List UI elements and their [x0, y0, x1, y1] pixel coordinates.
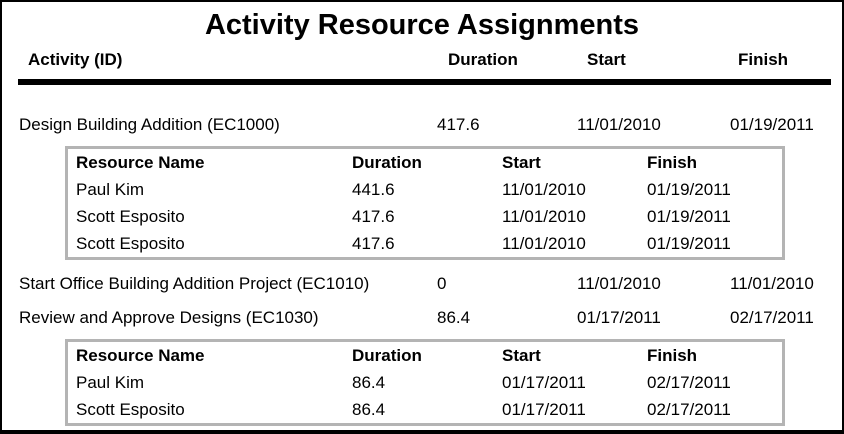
activity-block: Design Building Addition (EC1000) 417.6 … — [2, 115, 842, 260]
resource-column-header-name: Resource Name — [76, 346, 205, 365]
resource-column-header-duration: Duration — [352, 346, 422, 365]
resource-start: 11/01/2010 — [502, 180, 586, 199]
main-table-header: Activity (ID) Duration Start Finish — [2, 50, 842, 70]
resource-start: 11/01/2010 — [502, 207, 586, 226]
resource-column-header-name: Resource Name — [76, 153, 205, 172]
resource-start: 01/17/2011 — [502, 400, 586, 419]
activity-finish: 02/17/2011 — [730, 308, 814, 327]
resource-name: Scott Esposito — [76, 207, 185, 226]
activities-list: Design Building Addition (EC1000) 417.6 … — [2, 115, 842, 426]
resource-column-header-duration: Duration — [352, 153, 422, 172]
resource-finish: 02/17/2011 — [647, 373, 731, 392]
activity-name: Review and Approve Designs (EC1030) — [19, 308, 319, 327]
activity-block: Start Office Building Addition Project (… — [2, 274, 842, 294]
resource-finish: 01/19/2011 — [647, 180, 731, 199]
activity-name: Design Building Addition (EC1000) — [19, 115, 280, 134]
activity-finish: 11/01/2010 — [730, 274, 814, 293]
resource-finish: 02/17/2011 — [647, 400, 731, 419]
resource-row: Scott Esposito 417.6 11/01/2010 01/19/20… — [68, 230, 782, 257]
resource-row: Scott Esposito 417.6 11/01/2010 01/19/20… — [68, 203, 782, 230]
resource-table-header: Resource Name Duration Start Finish — [68, 342, 782, 369]
resource-name: Scott Esposito — [76, 234, 185, 253]
activity-block: Review and Approve Designs (EC1030) 86.4… — [2, 308, 842, 426]
activity-start: 11/01/2010 — [577, 274, 661, 293]
resource-row: Scott Esposito 86.4 01/17/2011 02/17/201… — [68, 396, 782, 423]
activity-row: Start Office Building Addition Project (… — [2, 274, 842, 294]
activity-duration: 86.4 — [437, 308, 471, 327]
resource-duration: 441.6 — [352, 180, 395, 199]
resource-duration: 86.4 — [352, 373, 386, 392]
resource-table: Resource Name Duration Start Finish Paul… — [65, 339, 785, 426]
resource-column-header-start: Start — [502, 346, 541, 365]
page-title: Activity Resource Assignments — [204, 9, 640, 41]
resource-row: Paul Kim 441.6 11/01/2010 01/19/2011 — [68, 176, 782, 203]
resource-finish: 01/19/2011 — [647, 234, 731, 253]
header-divider-rule — [18, 79, 831, 85]
resource-name: Paul Kim — [76, 373, 145, 392]
column-header-finish: Finish — [738, 50, 789, 69]
resource-table: Resource Name Duration Start Finish Paul… — [65, 146, 785, 260]
resource-name: Paul Kim — [76, 180, 145, 199]
resource-row: Paul Kim 86.4 01/17/2011 02/17/2011 — [68, 369, 782, 396]
activity-row: Review and Approve Designs (EC1030) 86.4… — [2, 308, 842, 328]
resource-name: Scott Esposito — [76, 400, 185, 419]
activity-name: Start Office Building Addition Project (… — [19, 274, 370, 293]
resource-start: 11/01/2010 — [502, 234, 586, 253]
resource-column-header-finish: Finish — [647, 153, 698, 172]
column-header-activity-id: Activity (ID) — [28, 50, 123, 69]
resource-start: 01/17/2011 — [502, 373, 586, 392]
resource-finish: 01/19/2011 — [647, 207, 731, 226]
activity-duration: 417.6 — [437, 115, 480, 134]
activity-row: Design Building Addition (EC1000) 417.6 … — [2, 115, 842, 135]
column-header-duration: Duration — [448, 50, 518, 69]
resource-column-header-start: Start — [502, 153, 541, 172]
activity-start: 01/17/2011 — [577, 308, 661, 327]
resource-table-header: Resource Name Duration Start Finish — [68, 149, 782, 176]
resource-duration: 86.4 — [352, 400, 386, 419]
column-header-start: Start — [587, 50, 626, 69]
activity-finish: 01/19/2011 — [730, 115, 814, 134]
resource-duration: 417.6 — [352, 234, 395, 253]
activity-start: 11/01/2010 — [577, 115, 661, 134]
resource-duration: 417.6 — [352, 207, 395, 226]
resource-column-header-finish: Finish — [647, 346, 698, 365]
activity-duration: 0 — [437, 274, 447, 293]
